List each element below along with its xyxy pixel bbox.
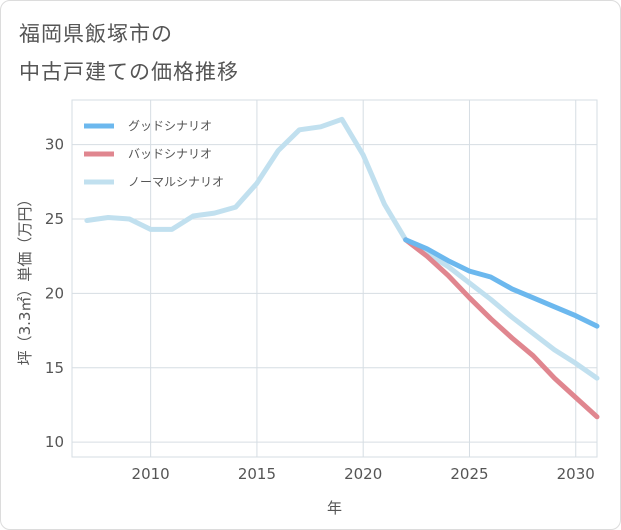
y-tick-label: 25 bbox=[45, 210, 64, 228]
chart-title: 福岡県飯塚市の 中古戸建ての価格推移 bbox=[19, 15, 239, 91]
x-tick-label: 2030 bbox=[557, 465, 595, 483]
y-tick-label: 30 bbox=[45, 136, 64, 154]
title-line-1: 福岡県飯塚市の bbox=[19, 22, 173, 46]
x-tick-label: 2025 bbox=[450, 465, 488, 483]
y-axis-title: 坪（3.3㎡）単価（万円） bbox=[16, 192, 34, 366]
y-tick-label: 10 bbox=[45, 433, 64, 451]
x-tick-label: 2015 bbox=[238, 465, 276, 483]
series-line-2 bbox=[84, 116, 600, 381]
series-lines bbox=[84, 116, 600, 420]
series-line-0 bbox=[403, 237, 600, 329]
y-tick-label: 15 bbox=[45, 359, 64, 377]
y-tick-label: 20 bbox=[45, 284, 64, 302]
plot-frame bbox=[71, 99, 598, 458]
legend-label: ノーマルシナリオ bbox=[128, 175, 224, 189]
x-tick-label: 2010 bbox=[132, 465, 170, 483]
series-line-1 bbox=[403, 237, 600, 420]
legend-label: バッドシナリオ bbox=[128, 147, 212, 161]
legend-label: グッドシナリオ bbox=[128, 119, 212, 133]
title-line-2: 中古戸建ての価格推移 bbox=[19, 60, 239, 84]
x-tick-label: 2020 bbox=[344, 465, 382, 483]
x-axis-title: 年 bbox=[327, 499, 342, 517]
